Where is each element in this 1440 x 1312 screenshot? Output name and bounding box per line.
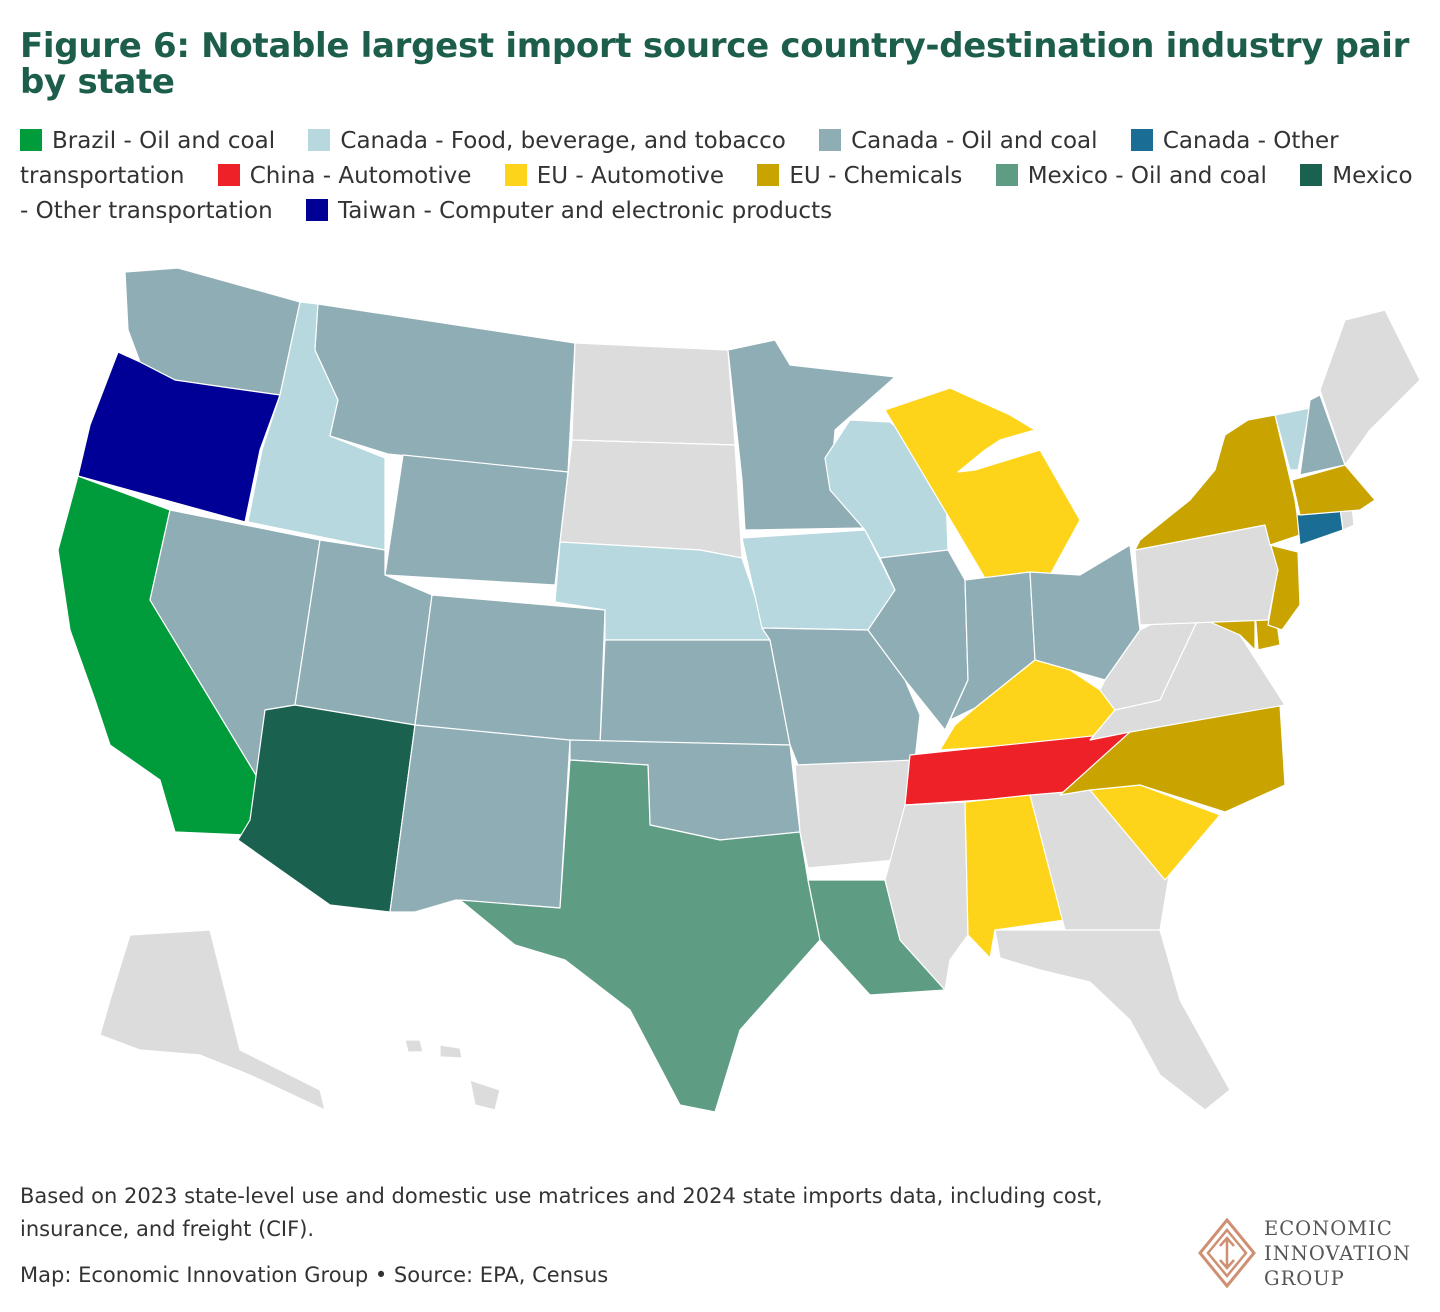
- legend-label: EU - Automotive: [536, 163, 725, 189]
- legend-label: EU - Chemicals: [789, 163, 963, 189]
- legend-swatch: [819, 129, 842, 151]
- us-choropleth-map: [57, 267, 1421, 1113]
- state-nm: [389, 724, 571, 913]
- state-ks: [599, 639, 791, 746]
- eig-diamond-icon: [1198, 1218, 1256, 1288]
- state-il: [867, 549, 969, 731]
- legend-item: Canada - Food, beverage, and tobacco: [308, 128, 786, 154]
- legend-swatch: [217, 164, 240, 186]
- legend-swatch: [757, 164, 780, 186]
- logo-line-1: ECONOMIC: [1264, 1217, 1393, 1240]
- legend-label: Brazil - Oil and coal: [52, 128, 276, 154]
- state-tx: [459, 759, 821, 1113]
- legend-item: Mexico - Other transportation: [20, 163, 1413, 224]
- legend-swatch: [1130, 129, 1153, 151]
- state-fl: [994, 929, 1231, 1111]
- legend-item: EU - Automotive: [504, 163, 725, 189]
- legend-item: Canada - Other transportation: [20, 128, 1339, 189]
- legend-label: China - Automotive: [249, 163, 472, 189]
- legend-label: Canada - Other transportation: [20, 128, 1339, 189]
- legend-item: China - Automotive: [217, 163, 472, 189]
- legend-swatch: [20, 129, 42, 151]
- legend: Brazil - Oil and coal Canada - Food, bev…: [20, 124, 1420, 229]
- legend-label: Mexico - Other transportation: [20, 163, 1413, 224]
- legend-swatch: [308, 129, 331, 151]
- legend-item: Mexico - Oil and coal: [995, 163, 1267, 189]
- footnote: Based on 2023 state-level use and domest…: [20, 1184, 1103, 1241]
- state-wy: [384, 454, 569, 586]
- legend-label: Mexico - Oil and coal: [1027, 163, 1267, 189]
- source-line: Map: Economic Innovation Group • Source:…: [20, 1263, 609, 1287]
- state-nd: [571, 342, 736, 446]
- logo-line-3: GROUP: [1264, 1267, 1345, 1290]
- legend-item: EU - Chemicals: [757, 163, 962, 189]
- state-me: [1319, 309, 1421, 466]
- legend-item: Brazil - Oil and coal: [20, 128, 275, 154]
- state-ia: [741, 529, 896, 631]
- legend-swatch: [305, 199, 328, 221]
- legend-item: Canada - Oil and coal: [819, 128, 1098, 154]
- eig-logo: ECONOMIC INNOVATION GROUP: [1198, 1214, 1428, 1294]
- state-ak: [99, 929, 326, 1111]
- chart-title: Figure 6: Notable largest import source …: [20, 26, 1410, 102]
- state-or: [77, 351, 281, 523]
- legend-label: Canada - Oil and coal: [851, 128, 1098, 154]
- legend-item: Taiwan - Computer and electronic product…: [305, 198, 833, 224]
- legend-label: Taiwan - Computer and electronic product…: [337, 198, 833, 224]
- logo-line-2: INNOVATION: [1264, 1242, 1412, 1265]
- legend-swatch: [504, 164, 527, 186]
- legend-label: Canada - Food, beverage, and tobacco: [340, 128, 786, 154]
- legend-swatch: [1300, 164, 1323, 186]
- legend-swatch: [995, 164, 1018, 186]
- state-sd: [559, 439, 743, 559]
- state-hi: [404, 1039, 501, 1111]
- eig-logo-text: ECONOMIC INNOVATION GROUP: [1264, 1216, 1411, 1291]
- state-co: [414, 594, 606, 746]
- state-ny: [1134, 414, 1301, 551]
- state-az: [237, 704, 416, 913]
- state-vt: [1274, 407, 1311, 471]
